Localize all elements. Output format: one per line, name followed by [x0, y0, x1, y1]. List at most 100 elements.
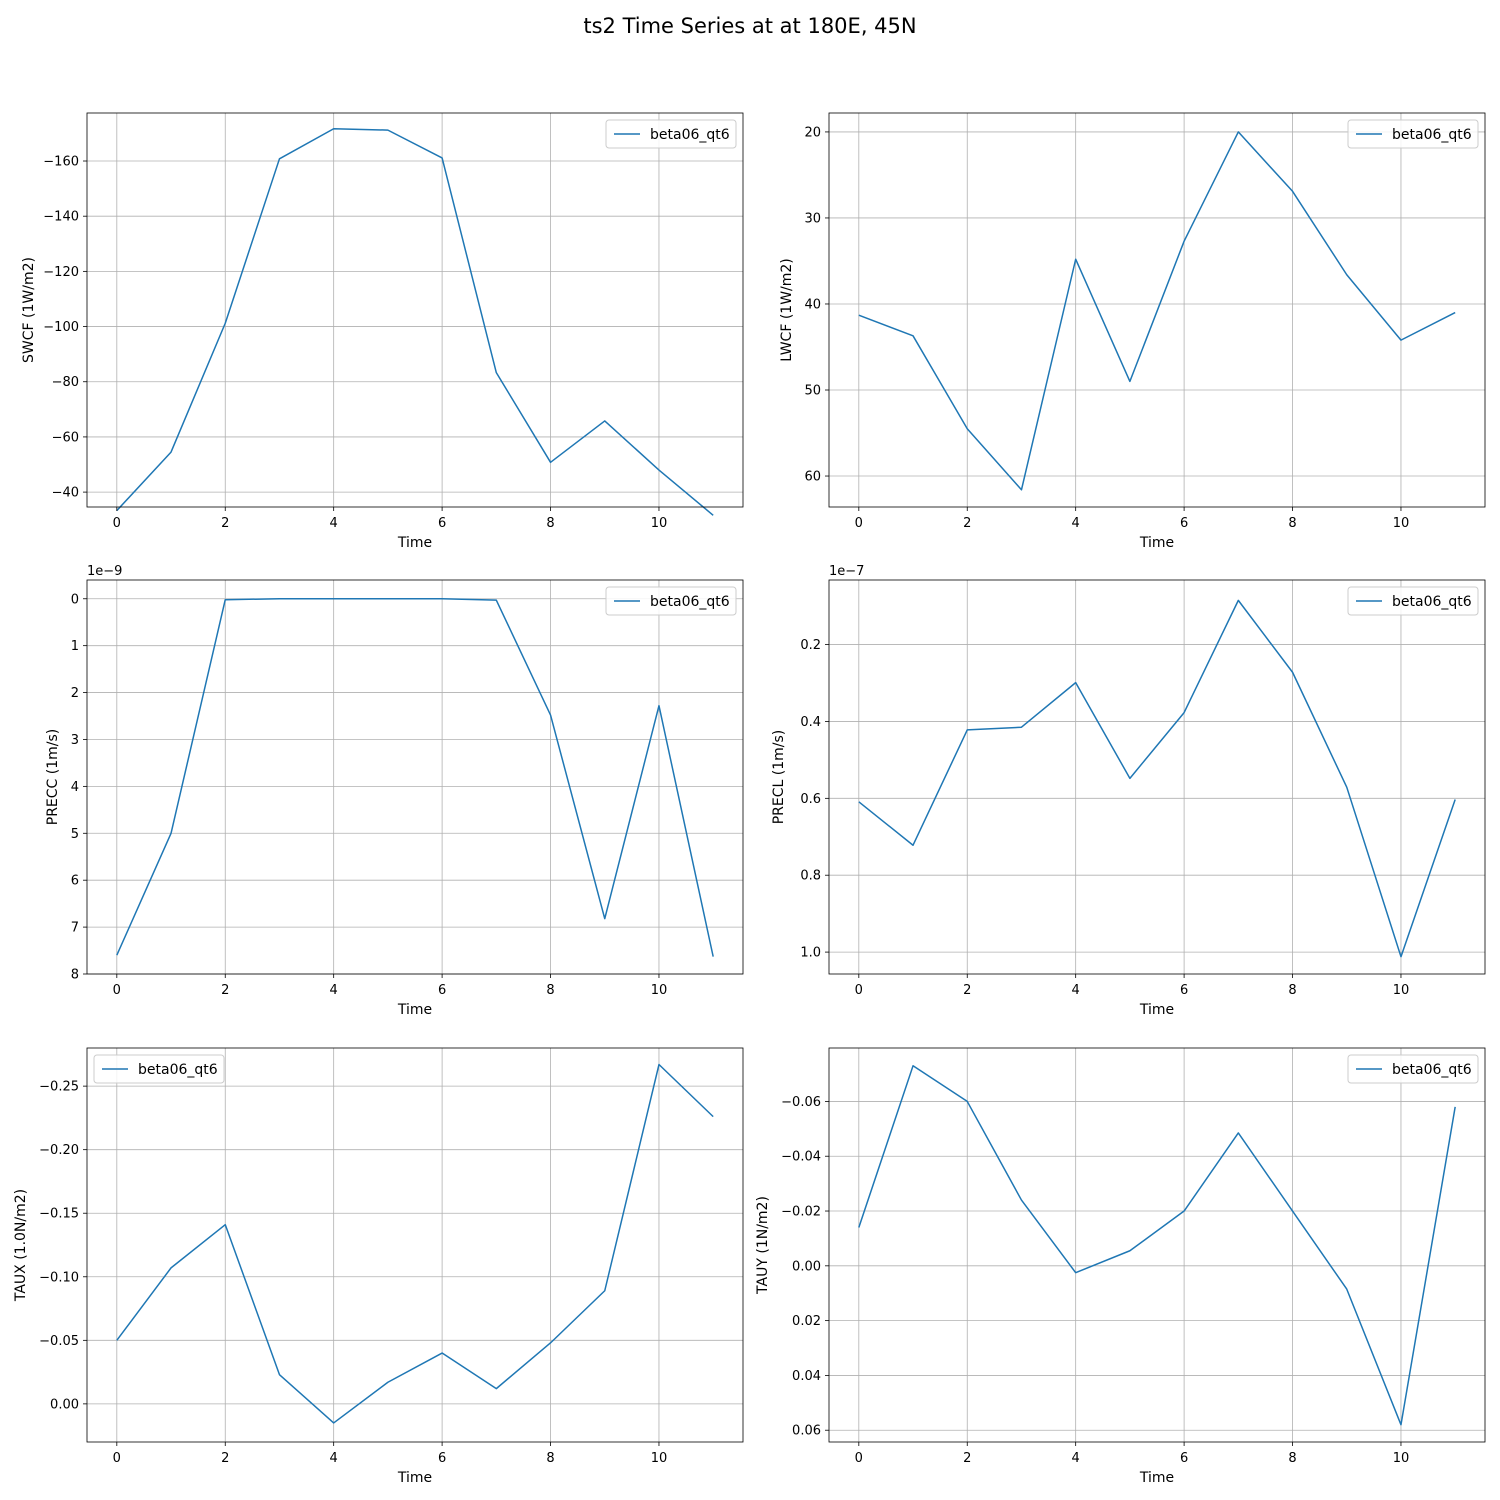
subplot-6: 0 2 4 6 8 10 0.06 0.04 0.02 0.00 −0.02 −0.04 −0.06 Ti…: [755, 1047, 1486, 1486]
x-tick-label: 4: [1072, 983, 1080, 998]
figure-title: ts2 Time Series at at 180E, 45N: [583, 14, 917, 38]
x-tick-label: 10: [651, 516, 668, 531]
y-tick-label: 0.06: [792, 1424, 821, 1439]
legend-label: beta06_qt6: [1392, 127, 1472, 143]
subplot-3: 0 2 4 6 8 10 0 1 2 3 4 5 6 7 8 Time PRECC (1m/s) 1e−9 beta…: [45, 564, 744, 1018]
x-tick-label: 6: [438, 983, 446, 998]
x-tick-label: 0: [855, 516, 863, 531]
offset-text: 1e−7: [829, 564, 864, 579]
y-tick-label: 0: [71, 592, 79, 607]
x-tick-label: 0: [855, 983, 863, 998]
x-tick-label: 10: [651, 983, 668, 998]
x-tick-label: 10: [1393, 1451, 1410, 1466]
x-axis-label: Time: [1139, 1002, 1174, 1018]
x-tick-label: 6: [438, 516, 446, 531]
x-tick-label: 10: [1393, 983, 1410, 998]
legend-label: beta06_qt6: [1392, 594, 1472, 610]
x-tick-label: 4: [330, 1451, 338, 1466]
subplot-4: 0 2 4 6 8 10 0.2 0.4 0.6 0.8 1.0 Time PRECL (1m/s) 1e…: [771, 564, 1486, 1018]
y-tick-label: −40: [52, 486, 79, 501]
axes-frame: [828, 579, 1486, 975]
x-axis-label: Time: [397, 1470, 432, 1486]
x-tick-label: 0: [113, 983, 121, 998]
x-tick-label: 4: [1072, 1451, 1080, 1466]
subplot-2: 0 2 4 6 8 10 20 30 40 50 60 Time LWCF (1W/m2) beta06_…: [779, 112, 1486, 551]
axes-frame: [86, 112, 744, 508]
y-tick-label: 3: [71, 733, 79, 748]
x-tick-label: 8: [546, 1451, 554, 1466]
y-tick-label: 8: [71, 968, 79, 983]
y-axis-label: SWCF (1W/m2): [21, 257, 37, 363]
x-tick-label: 2: [963, 516, 971, 531]
x-tick-label: 8: [1288, 1451, 1296, 1466]
legend-label: beta06_qt6: [650, 594, 730, 610]
series-line: [858, 1065, 1456, 1426]
x-axis-label: Time: [1139, 535, 1174, 551]
legend-label: beta06_qt6: [138, 1062, 218, 1078]
legend-box: [1347, 119, 1479, 149]
x-tick-label: 2: [963, 1451, 971, 1466]
legend-box: [605, 586, 737, 616]
x-axis-label: Time: [397, 1002, 432, 1018]
y-tick-label: 0.00: [792, 1259, 821, 1274]
x-tick-label: 8: [1288, 983, 1296, 998]
subplot-1: 0 2 4 6 8 10 −40 −60 −80 −100 −120 −140 −160 Time SWCF…: [21, 112, 744, 551]
series-line: [116, 598, 714, 957]
series-line: [116, 1063, 714, 1424]
legend: beta06_qt6: [605, 119, 737, 149]
legend: beta06_qt6: [93, 1054, 225, 1084]
y-axis-label: PRECC (1m/s): [45, 729, 61, 826]
x-tick-label: 2: [221, 983, 229, 998]
y-tick-label: 20: [804, 125, 821, 140]
y-tick-label: 4: [71, 780, 79, 795]
y-tick-label: 1.0: [800, 946, 821, 961]
y-tick-label: −0.20: [39, 1143, 79, 1158]
y-tick-label: −120: [43, 265, 79, 280]
x-tick-label: 8: [1288, 516, 1296, 531]
legend-box: [93, 1054, 225, 1084]
y-tick-label: −0.05: [39, 1334, 79, 1349]
x-tick-label: 10: [651, 1451, 668, 1466]
series-line: [858, 131, 1456, 491]
x-tick-label: 10: [1393, 516, 1410, 531]
x-tick-label: 2: [221, 516, 229, 531]
x-tick-label: 8: [546, 983, 554, 998]
x-tick-label: 6: [1180, 983, 1188, 998]
legend: beta06_qt6: [1347, 119, 1479, 149]
legend: beta06_qt6: [1347, 586, 1479, 616]
x-tick-label: 6: [1180, 516, 1188, 531]
y-tick-label: −80: [52, 375, 79, 390]
y-tick-label: 5: [71, 827, 79, 842]
y-tick-label: 0.8: [800, 869, 821, 884]
x-tick-label: 2: [963, 983, 971, 998]
x-tick-label: 8: [546, 516, 554, 531]
y-tick-label: −0.25: [39, 1080, 79, 1095]
y-axis-label: LWCF (1W/m2): [779, 258, 795, 362]
y-tick-label: 0.4: [800, 715, 821, 730]
axes-frame: [828, 112, 1486, 508]
y-tick-label: 1: [71, 639, 79, 654]
y-tick-label: 2: [71, 686, 79, 701]
x-tick-label: 0: [113, 1451, 121, 1466]
x-tick-label: 0: [113, 516, 121, 531]
series-line: [858, 599, 1456, 958]
x-axis-label: Time: [397, 535, 432, 551]
y-tick-label: −0.10: [39, 1270, 79, 1285]
y-tick-label: 7: [71, 921, 79, 936]
y-tick-label: −160: [43, 155, 79, 170]
x-axis-label: Time: [1139, 1470, 1174, 1486]
legend: beta06_qt6: [605, 586, 737, 616]
y-tick-label: 0.2: [800, 638, 821, 653]
y-axis-label: TAUX (1.0N/m2): [13, 1189, 29, 1302]
legend-box: [605, 119, 737, 149]
legend-box: [1347, 1054, 1479, 1084]
y-tick-label: 50: [804, 384, 821, 399]
x-tick-label: 2: [221, 1451, 229, 1466]
axes-frame: [828, 1047, 1486, 1443]
y-tick-label: −0.15: [39, 1207, 79, 1222]
x-tick-label: 4: [330, 983, 338, 998]
y-tick-label: −0.06: [781, 1095, 821, 1110]
y-tick-label: −140: [43, 210, 79, 225]
y-tick-label: 0.04: [792, 1369, 821, 1384]
y-tick-label: −0.02: [781, 1205, 821, 1220]
